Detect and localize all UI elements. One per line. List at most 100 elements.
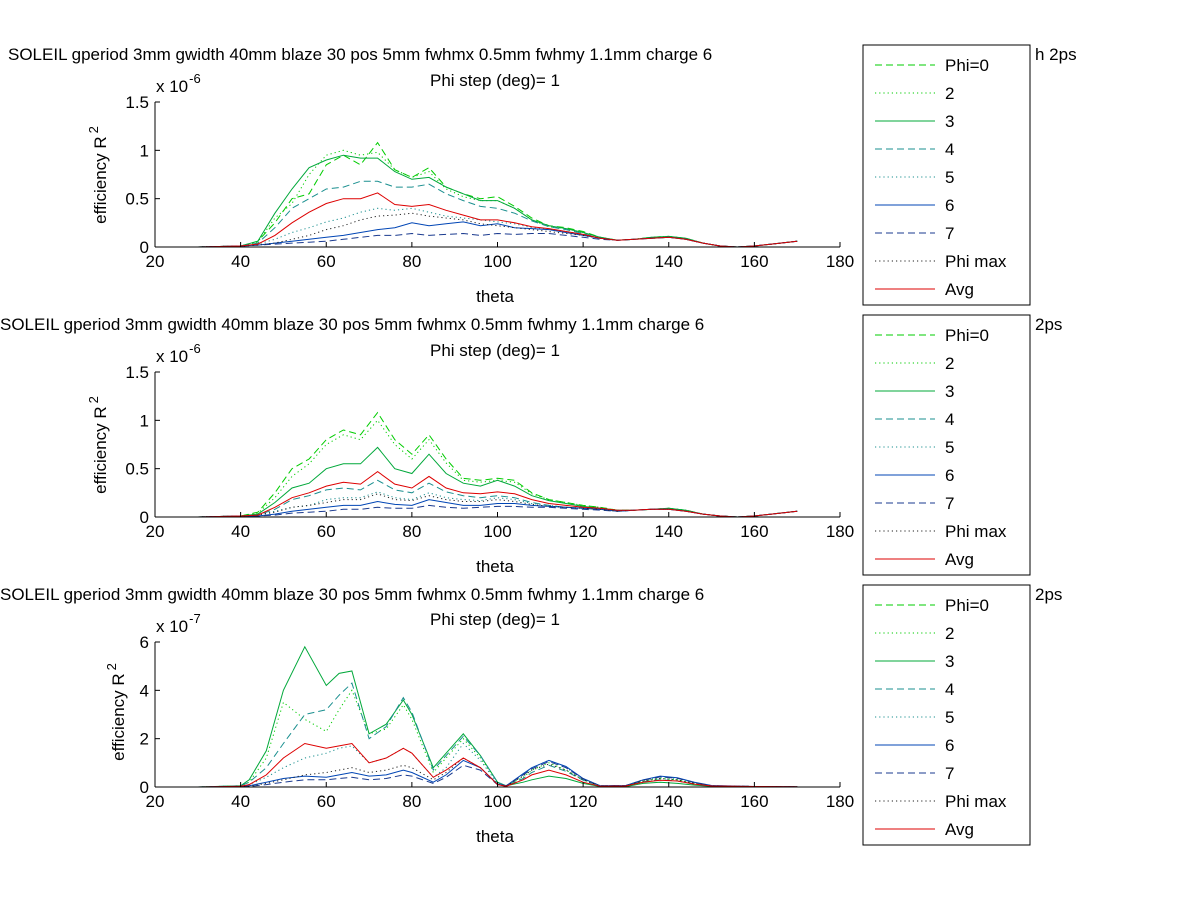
panel-2-title-tail: 2ps [1035, 315, 1062, 334]
panel-1-y-tick-label-2: 0.5 [125, 190, 149, 209]
panel-3-series-2-line [197, 689, 798, 788]
panel-2-x-tick-label-1: 20 [146, 522, 165, 541]
panel-2-legend-label-5: 5 [945, 438, 954, 457]
panel-2-legend-label-2: 2 [945, 354, 954, 373]
panel-1-y-axis-label-sup: 2 [86, 126, 101, 133]
panel-3-series-3-line [197, 645, 798, 788]
panel-1-legend-label-6: 6 [945, 196, 954, 215]
panel-1-y-axis-label: efficiency R 2 [86, 126, 110, 224]
panel-3-x-ticks: 20 40 60 80 100 120 140 160 180 [146, 782, 854, 811]
panel-1-x-tick-label-4: 80 [402, 252, 421, 271]
panel-2-legend-label-1: Phi=0 [945, 326, 989, 345]
panel-1-series-1-line [197, 141, 798, 248]
panel-2-y-axis-label: efficiency R 2 [86, 396, 110, 494]
panel-3-legend-label-3: 3 [945, 652, 954, 671]
panel-1-legend-label-5: 5 [945, 168, 954, 187]
panel-1-x-tick-label-8: 160 [740, 252, 768, 271]
panel-2-x-tick-label-2: 40 [231, 522, 250, 541]
panel-3-legend-box [862, 584, 1031, 846]
panel-2-plot-area [155, 372, 840, 517]
panel-1-x-tick-label-3: 60 [317, 252, 336, 271]
panel-1-series-5-line [197, 207, 798, 248]
panel-3-legend-label-5: 5 [945, 708, 954, 727]
panel-3-y-tick-label-2: 2 [140, 730, 149, 749]
panel-2-y-tick-label-2: 0.5 [125, 460, 149, 479]
panel-2-x-tick-label-3: 60 [317, 522, 336, 541]
panel-1-y-tick-label-1: 0 [140, 238, 149, 257]
panel-1-legend-label-9: Avg [945, 280, 974, 299]
panel-3-y-tick-label-4: 6 [140, 633, 149, 652]
panel-3-x-axis-label: theta [476, 827, 514, 846]
panel-3-legend-label-4: 4 [945, 680, 954, 699]
panel-2-x-tick-label-6: 120 [569, 522, 597, 541]
panel-2-subtitle: Phi step (deg)= 1 [430, 341, 560, 360]
panel-2-x-tick-label-5: 100 [483, 522, 511, 541]
panel-2-y-tick-label-1: 0 [140, 508, 149, 527]
panel-2-x-axis-label: theta [476, 557, 514, 576]
panel-1-x-tick-label-6: 120 [569, 252, 597, 271]
panel-1-plot-area [155, 102, 840, 247]
panel-3-x-tick-label-3: 60 [317, 792, 336, 811]
panel-1-legend-box [862, 44, 1031, 306]
panel-1-legend-label-4: 4 [945, 140, 954, 159]
panel-2: SOLEIL gperiod 3mm gwidth 40mm blaze 30 … [0, 314, 1062, 576]
panel-2-exponent-base: x 10 [156, 347, 188, 366]
panel-3-legend-label-9: Avg [945, 820, 974, 839]
panel-3-x-tick-label-2: 40 [231, 792, 250, 811]
panel-3-series-9-line [197, 742, 798, 788]
panel-2-title: SOLEIL gperiod 3mm gwidth 40mm blaze 30 … [0, 315, 704, 334]
panel-3-y-tick-label-1: 0 [140, 778, 149, 797]
panel-2-exponent: x 10-6 [156, 341, 201, 366]
panel-1-x-tick-label-7: 140 [655, 252, 683, 271]
panel-3-series-7-line [197, 761, 798, 788]
panel-2-y-tick-label-3: 1 [140, 411, 149, 430]
panel-2-series-2-line [197, 419, 798, 518]
panel-3-title: SOLEIL gperiod 3mm gwidth 40mm blaze 30 … [0, 585, 704, 604]
panel-1-y-axis-label-text: efficiency R [91, 136, 110, 224]
panel-2-legend: Phi=0 2 3 4 5 6 7 Phi max Avg [862, 314, 1031, 576]
panel-1-title-tail: h 2ps [1035, 45, 1077, 64]
panel-3-y-ticks: 0 2 4 6 [140, 633, 160, 797]
panel-3-x-tick-label-9: 180 [826, 792, 854, 811]
panel-1-title: SOLEIL gperiod 3mm gwidth 40mm blaze 30 … [8, 45, 712, 64]
panel-2-x-tick-label-8: 160 [740, 522, 768, 541]
panel-1-exponent: x 10-6 [156, 71, 201, 96]
panel-1-x-tick-label-1: 20 [146, 252, 165, 271]
panel-3-exponent: x 10-7 [156, 611, 201, 636]
panel-2-legend-label-8: Phi max [945, 522, 1007, 541]
panel-2-legend-label-3: 3 [945, 382, 954, 401]
panel-3-y-axis-label-text: efficiency R [109, 673, 128, 761]
panel-2-y-tick-label-4: 1.5 [125, 363, 149, 382]
panel-3-legend-label-8: Phi max [945, 792, 1007, 811]
panel-2-series-group [197, 411, 798, 518]
panel-1-legend: Phi=0 2 3 4 5 6 7 Phi max Avg [862, 44, 1031, 306]
panel-1-legend-label-8: Phi max [945, 252, 1007, 271]
panel-3-x-tick-label-1: 20 [146, 792, 165, 811]
panel-3-legend-label-2: 2 [945, 624, 954, 643]
panel-2-legend-label-9: Avg [945, 550, 974, 569]
panel-3-y-axis-label: efficiency R 2 [104, 663, 128, 761]
panel-3-y-axis-label-sup: 2 [104, 663, 119, 670]
panel-2-legend-box [862, 314, 1031, 576]
panel-3-exponent-base: x 10 [156, 617, 188, 636]
panel-1-x-ticks: 20 40 60 80 100 120 140 160 180 [146, 242, 854, 271]
panel-1-exponent-base: x 10 [156, 77, 188, 96]
panel-3-y-tick-label-3: 4 [140, 681, 149, 700]
panel-3-x-tick-label-4: 80 [402, 792, 421, 811]
panel-1-exponent-power: -6 [189, 71, 201, 86]
panel-2-legend-label-6: 6 [945, 466, 954, 485]
panel-3-subtitle: Phi step (deg)= 1 [430, 610, 560, 629]
panel-2-legend-label-7: 7 [945, 494, 954, 513]
panel-2-legend-label-4: 4 [945, 410, 954, 429]
panel-2-x-tick-label-7: 140 [655, 522, 683, 541]
panel-1-x-axis-label: theta [476, 287, 514, 306]
panel-1-y-tick-label-3: 1 [140, 141, 149, 160]
panel-1-series-group [197, 141, 798, 248]
panel-1-x-tick-label-9: 180 [826, 252, 854, 271]
panel-3-title-tail: 2ps [1035, 585, 1062, 604]
panel-3-exponent-power: -7 [189, 611, 201, 626]
panel-3-legend-label-7: 7 [945, 764, 954, 783]
panel-3-legend-label-6: 6 [945, 736, 954, 755]
panel-1: SOLEIL gperiod 3mm gwidth 40mm blaze 30 … [8, 44, 1077, 306]
